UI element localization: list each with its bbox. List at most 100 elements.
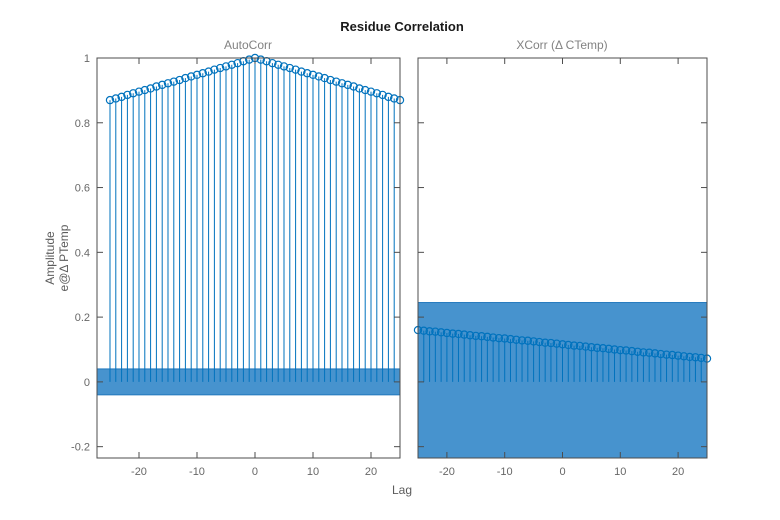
- stem-marker: [331, 77, 341, 86]
- stem-marker: [436, 328, 446, 337]
- stem-marker: [221, 62, 231, 71]
- stem-marker: [175, 75, 184, 85]
- stem-marker: [384, 92, 393, 102]
- stem-marker: [569, 341, 579, 350]
- stem-marker: [540, 338, 550, 347]
- stem-marker: [697, 353, 706, 363]
- stem-marker: [372, 89, 381, 98]
- stem-marker: [523, 336, 533, 345]
- stem-marker: [477, 332, 486, 341]
- stem-marker: [431, 327, 440, 336]
- y-tick-label: 0.6: [75, 183, 90, 195]
- x-tick-label: 20: [672, 466, 684, 478]
- stem-marker: [285, 63, 294, 73]
- stem-marker: [134, 87, 144, 96]
- x-tick-label: 10: [307, 466, 319, 478]
- stem-marker: [500, 334, 509, 343]
- stem-marker: [337, 79, 347, 88]
- stem-marker: [506, 334, 515, 344]
- stem-marker: [650, 349, 660, 358]
- stem-marker: [349, 82, 358, 91]
- subplot-title-xcorr: XCorr (Δ CTemp): [516, 38, 608, 52]
- stem-marker: [326, 75, 335, 85]
- stem-marker: [587, 343, 596, 352]
- stem-marker: [575, 341, 585, 351]
- stem-marker: [146, 84, 155, 93]
- stem-marker: [314, 72, 323, 81]
- stem-marker: [419, 326, 428, 335]
- stem-marker: [210, 65, 219, 74]
- stem-marker: [291, 65, 300, 74]
- stem-marker: [355, 84, 364, 93]
- stem-marker: [128, 89, 138, 98]
- stem-marker: [192, 70, 202, 80]
- stem-marker: [105, 95, 115, 105]
- stem-marker: [111, 94, 120, 103]
- y-tick-label: 0: [84, 377, 90, 389]
- stem-marker: [389, 94, 399, 103]
- y-tick-label: 0.4: [75, 247, 90, 259]
- stem-marker: [592, 343, 602, 353]
- x-tick-label: 10: [614, 466, 626, 478]
- stem-marker: [123, 90, 132, 100]
- stem-marker: [627, 346, 637, 356]
- x-tick-label: -10: [497, 466, 513, 478]
- stem-marker: [448, 329, 457, 338]
- stem-marker: [360, 85, 370, 95]
- stem-marker: [685, 352, 694, 362]
- x-tick-label: 0: [559, 466, 565, 478]
- stem-marker: [279, 62, 289, 71]
- stem-marker: [273, 60, 283, 70]
- stem-marker: [366, 87, 376, 96]
- stem-marker: [546, 338, 556, 348]
- stem-marker: [163, 79, 173, 88]
- stem-marker: [604, 344, 613, 354]
- stem-marker: [656, 349, 665, 359]
- stem-marker: [152, 82, 161, 91]
- stem-marker: [198, 69, 207, 78]
- stem-marker: [378, 90, 387, 100]
- y-tick-label: 0.2: [75, 312, 90, 324]
- stem-marker: [181, 73, 190, 83]
- y-tick-label: -0.2: [71, 442, 90, 454]
- stem-marker: [535, 337, 544, 347]
- stem-marker: [668, 350, 677, 360]
- stem-marker: [117, 92, 126, 102]
- stem-marker: [268, 58, 277, 68]
- stem-marker: [679, 352, 689, 361]
- y-axis-label-line2: e@Δ PTemp: [57, 224, 71, 292]
- stem-marker: [581, 342, 590, 351]
- stem-marker: [442, 328, 452, 338]
- subplot-title-autocorr: AutoCorr: [223, 38, 273, 52]
- stem-marker: [598, 344, 608, 353]
- stem-marker: [227, 60, 236, 70]
- stem-marker: [494, 333, 504, 343]
- x-tick-label: 0: [252, 466, 258, 478]
- stem-marker: [140, 85, 149, 95]
- confidence-band: [96, 368, 401, 396]
- stem-marker: [662, 350, 671, 359]
- stem-marker: [616, 345, 625, 355]
- stem-marker: [621, 346, 631, 355]
- y-axis-label: Amplitude e@Δ PTemp: [43, 225, 71, 292]
- stem-marker: [639, 348, 648, 357]
- stem-marker: [512, 335, 521, 344]
- stem-marker: [215, 63, 225, 73]
- stem-marker: [308, 70, 318, 80]
- stem-marker: [483, 332, 492, 342]
- x-axis-label: Lag: [391, 483, 413, 497]
- figure-title: Residue Correlation: [340, 19, 464, 34]
- stem-marker: [460, 330, 469, 339]
- stem-marker: [157, 80, 167, 90]
- stem-marker: [297, 67, 306, 76]
- stem-marker: [691, 353, 700, 362]
- y-axis-label-line1: Amplitude: [43, 231, 57, 285]
- stem-marker: [552, 339, 561, 348]
- stem-marker: [465, 331, 475, 340]
- x-tick-label: -20: [131, 466, 147, 478]
- x-tick-label: -20: [439, 466, 455, 478]
- stem-marker: [204, 67, 213, 76]
- stem-marker: [425, 327, 434, 336]
